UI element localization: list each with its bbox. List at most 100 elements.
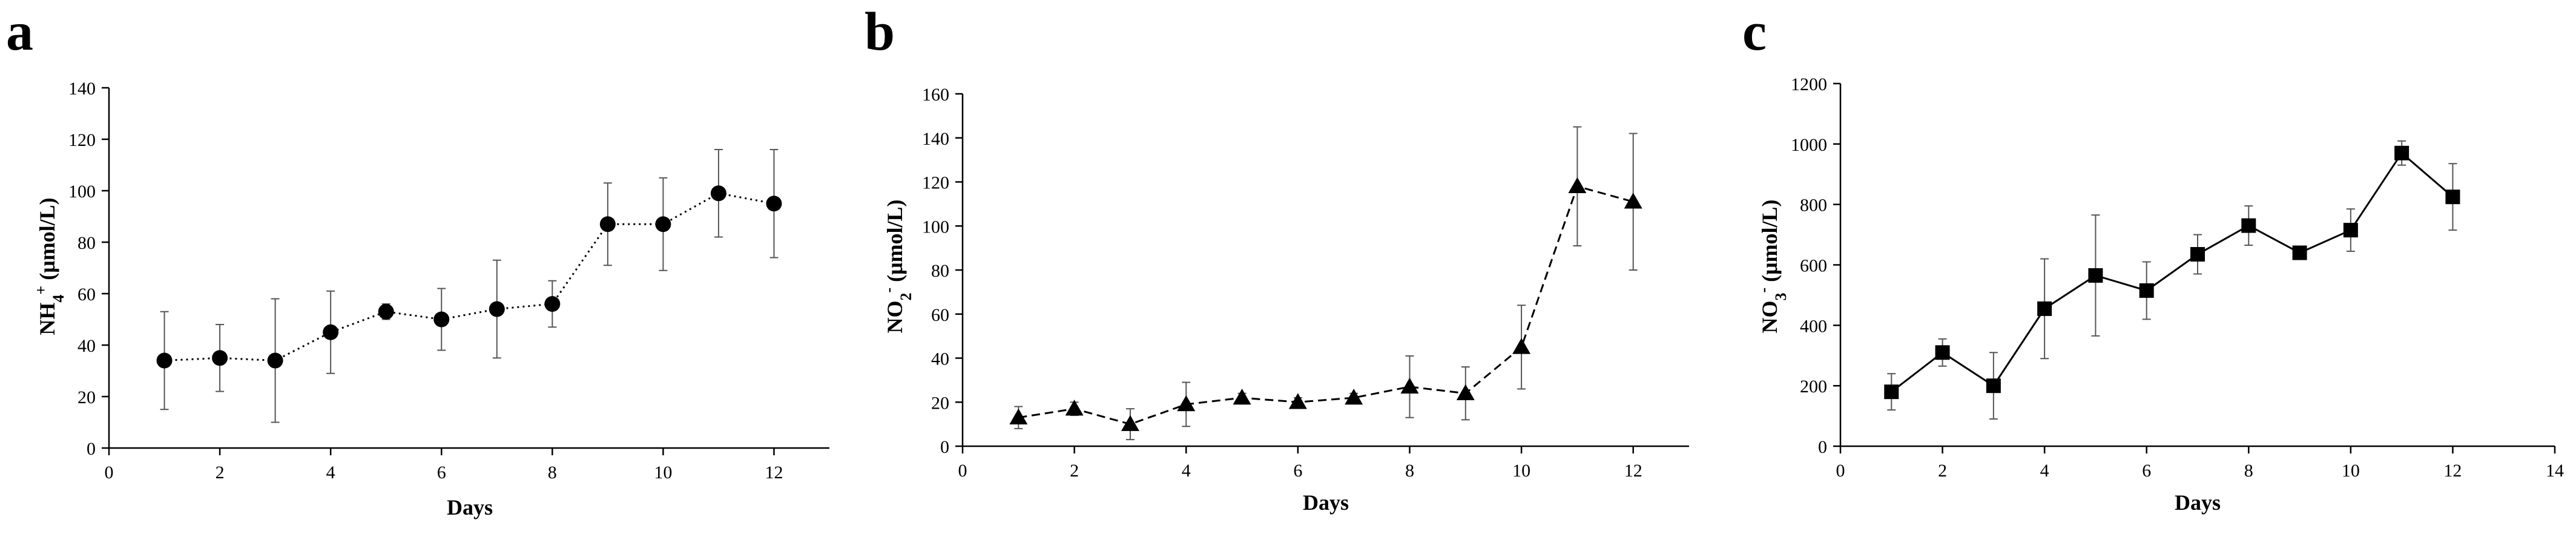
y-tick-label: 100 xyxy=(68,182,96,202)
data-point xyxy=(1884,384,1899,400)
panel-c: c NO3- (μmol/L) Days 0 200 400 600 800 1000 12… xyxy=(1742,2,2564,515)
panel-letter: a xyxy=(6,2,33,62)
y-tick-label: 80 xyxy=(931,261,949,281)
data-point xyxy=(2037,301,2052,316)
x-tick-label: 14 xyxy=(2546,461,2564,481)
plot-area: 0 200 400 600 800 1000 1200 0 2 4 6 8 10 12 14 xyxy=(1791,74,2564,481)
x-axis-title: Days xyxy=(1303,490,1349,515)
x-tick-label: 8 xyxy=(2244,461,2253,481)
x-tick-label: 6 xyxy=(437,463,446,483)
data-point xyxy=(1624,193,1642,209)
x-tick-label: 4 xyxy=(1182,461,1191,481)
data-point xyxy=(1065,400,1084,416)
y-axis-title: NH4+ (μmol/L) xyxy=(32,197,67,335)
y-tick-label: 800 xyxy=(1800,196,1827,216)
data-point xyxy=(2292,245,2307,260)
x-axis-title: Days xyxy=(447,495,493,519)
data-point xyxy=(655,216,671,232)
data-point xyxy=(1288,393,1307,409)
y-tick-label: 80 xyxy=(77,233,96,253)
data-point xyxy=(710,185,726,202)
data-point xyxy=(2088,268,2103,283)
series-line xyxy=(1891,151,2454,393)
x-tick-label: 2 xyxy=(1938,461,1947,481)
data-point xyxy=(1568,177,1587,194)
y-tick-label: 0 xyxy=(87,439,96,459)
y-axis-title: NO2- (μmol/L) xyxy=(880,199,915,333)
data-point xyxy=(433,311,450,328)
panel-b: b NO2- (μmol/L) Days 0204060801001201401… xyxy=(865,2,1689,515)
data-point xyxy=(1233,388,1251,405)
data-point xyxy=(2394,145,2410,160)
data-point xyxy=(212,350,228,366)
y-tick-label: 60 xyxy=(931,305,949,325)
x-tick-label: 0 xyxy=(105,463,114,483)
panel-letter: c xyxy=(1742,2,1767,62)
x-tick-label: 2 xyxy=(1070,461,1079,481)
data-point xyxy=(1400,377,1419,394)
x-tick-label: 8 xyxy=(1405,461,1414,481)
y-tick-label: 20 xyxy=(931,393,949,413)
y-tick-label: 140 xyxy=(922,129,949,149)
x-tick-label: 4 xyxy=(2040,461,2049,481)
y-tick-label: 1000 xyxy=(1791,135,1827,155)
plot-area: 0 20 40 60 80 100 120 140 0 2 4 6 8 10 12 xyxy=(68,79,829,483)
data-point xyxy=(2139,283,2154,298)
data-point xyxy=(766,196,782,212)
x-tick-label: 10 xyxy=(1512,461,1530,481)
y-tick-label: 1200 xyxy=(1791,74,1827,94)
panel-a: a NH4+ (μmol/L) Days 0204060801001201400… xyxy=(6,2,829,519)
y-tick-label: 140 xyxy=(68,79,96,99)
y-tick-label: 40 xyxy=(77,336,96,356)
data-point xyxy=(489,301,505,317)
x-tick-label: 12 xyxy=(1624,461,1642,481)
y-tick-label: 0 xyxy=(1818,437,1827,457)
data-point xyxy=(1986,378,2001,394)
series-line xyxy=(1018,185,1634,426)
data-point xyxy=(156,352,173,369)
y-tick-label: 0 xyxy=(940,437,949,457)
data-point xyxy=(378,303,394,320)
y-tick-label: 200 xyxy=(1800,377,1827,397)
data-point xyxy=(1512,338,1531,354)
series-line xyxy=(164,192,774,362)
x-tick-label: 0 xyxy=(958,461,967,481)
x-tick-label: 12 xyxy=(2443,461,2462,481)
x-tick-label: 0 xyxy=(1836,461,1845,481)
data-point xyxy=(2241,218,2256,233)
y-tick-label: 40 xyxy=(931,349,949,369)
x-tick-label: 8 xyxy=(548,463,557,483)
data-point xyxy=(2190,247,2205,262)
x-tick-label: 6 xyxy=(2142,461,2151,481)
y-tick-label: 400 xyxy=(1800,316,1827,336)
data-point xyxy=(1456,384,1475,400)
data-point xyxy=(599,216,616,232)
x-tick-label: 10 xyxy=(654,463,672,483)
data-point xyxy=(1935,345,1950,360)
data-point xyxy=(2445,190,2460,205)
x-tick-label: 6 xyxy=(1293,461,1302,481)
y-tick-label: 20 xyxy=(77,387,96,407)
panel-letter: b xyxy=(865,2,895,62)
data-point xyxy=(2343,223,2358,238)
x-tick-label: 2 xyxy=(216,463,225,483)
y-tick-label: 600 xyxy=(1800,256,1827,276)
data-point xyxy=(323,324,339,340)
data-point xyxy=(267,352,283,369)
x-tick-label: 4 xyxy=(326,463,335,483)
y-tick-label: 100 xyxy=(922,217,949,237)
data-point xyxy=(1345,388,1363,405)
y-tick-label: 60 xyxy=(77,285,96,305)
x-axis-title: Days xyxy=(2175,490,2221,515)
data-point xyxy=(1177,395,1196,412)
x-tick-label: 12 xyxy=(765,463,783,483)
y-tick-label: 120 xyxy=(68,130,96,150)
y-tick-label: 120 xyxy=(922,173,949,193)
y-tick-label: 160 xyxy=(922,85,949,105)
data-point xyxy=(544,296,561,312)
y-axis-title: NO3- (μmol/L) xyxy=(1754,199,1790,333)
x-tick-label: 10 xyxy=(2342,461,2360,481)
plot-area: 0 20 40 60 80 100 120 140 160 0 2 4 6 8 10 12 xyxy=(922,85,1689,481)
data-point xyxy=(1009,408,1028,424)
